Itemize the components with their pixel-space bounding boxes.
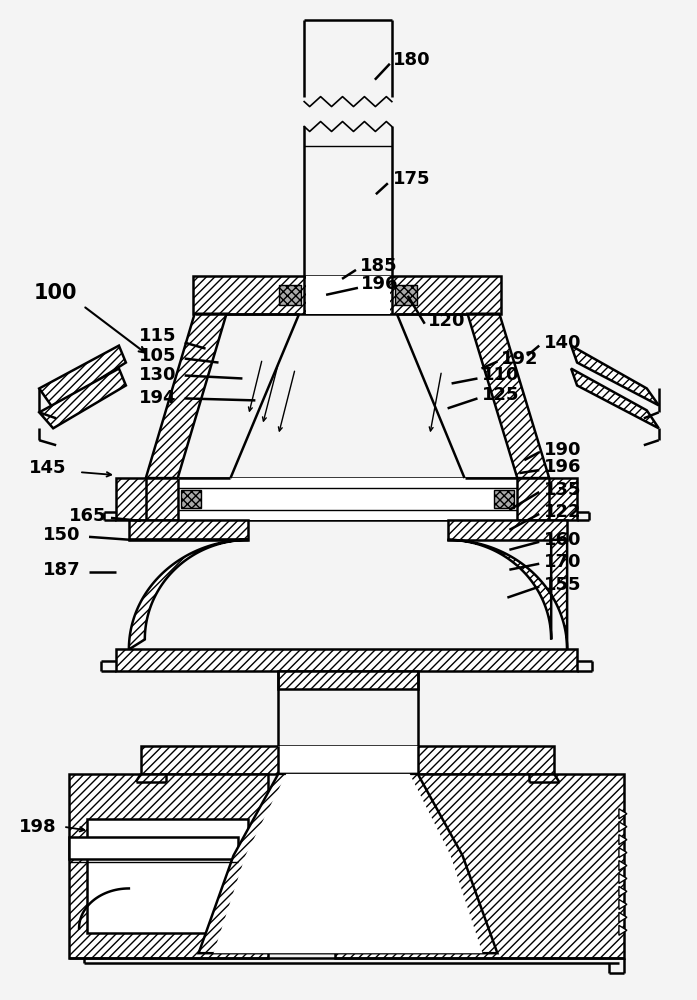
Polygon shape bbox=[129, 540, 248, 649]
Text: 165: 165 bbox=[69, 507, 107, 525]
Polygon shape bbox=[69, 774, 268, 958]
Polygon shape bbox=[619, 874, 627, 883]
Polygon shape bbox=[279, 285, 301, 305]
Polygon shape bbox=[335, 774, 624, 958]
Polygon shape bbox=[619, 822, 627, 832]
Polygon shape bbox=[69, 837, 238, 859]
Polygon shape bbox=[619, 809, 627, 819]
Text: 196: 196 bbox=[361, 275, 399, 293]
Polygon shape bbox=[278, 746, 418, 774]
Text: 122: 122 bbox=[544, 503, 582, 521]
Polygon shape bbox=[141, 746, 554, 774]
Text: 110: 110 bbox=[482, 366, 519, 384]
Polygon shape bbox=[619, 848, 627, 858]
Polygon shape bbox=[116, 649, 577, 671]
Text: 187: 187 bbox=[43, 561, 81, 579]
Text: 125: 125 bbox=[482, 386, 519, 404]
Polygon shape bbox=[192, 276, 501, 314]
Polygon shape bbox=[571, 346, 659, 405]
Polygon shape bbox=[199, 774, 498, 953]
Text: 115: 115 bbox=[139, 327, 176, 345]
Polygon shape bbox=[619, 835, 627, 845]
Polygon shape bbox=[494, 490, 514, 508]
Text: 120: 120 bbox=[428, 312, 465, 330]
Polygon shape bbox=[278, 671, 418, 689]
Text: 100: 100 bbox=[33, 283, 77, 303]
Polygon shape bbox=[395, 285, 417, 305]
Text: 194: 194 bbox=[139, 389, 176, 407]
Polygon shape bbox=[116, 478, 577, 520]
Text: 145: 145 bbox=[29, 459, 67, 477]
Text: 135: 135 bbox=[544, 481, 582, 499]
Polygon shape bbox=[619, 912, 627, 922]
Text: 140: 140 bbox=[544, 334, 582, 352]
Polygon shape bbox=[39, 369, 126, 428]
Polygon shape bbox=[213, 774, 482, 953]
Text: 198: 198 bbox=[20, 818, 57, 836]
Text: 192: 192 bbox=[501, 350, 539, 368]
Text: 185: 185 bbox=[360, 257, 397, 275]
Polygon shape bbox=[306, 276, 390, 314]
Polygon shape bbox=[619, 886, 627, 896]
Polygon shape bbox=[129, 520, 248, 540]
Text: 196: 196 bbox=[544, 458, 582, 476]
Polygon shape bbox=[619, 925, 627, 935]
Polygon shape bbox=[468, 314, 549, 478]
Text: 170: 170 bbox=[544, 553, 582, 571]
Text: 190: 190 bbox=[544, 441, 582, 459]
Polygon shape bbox=[87, 819, 248, 933]
Polygon shape bbox=[146, 314, 227, 478]
Polygon shape bbox=[619, 861, 627, 871]
Text: 105: 105 bbox=[139, 347, 176, 365]
Polygon shape bbox=[571, 369, 659, 428]
Polygon shape bbox=[447, 540, 567, 649]
Polygon shape bbox=[178, 478, 517, 520]
Polygon shape bbox=[447, 520, 567, 540]
Text: 155: 155 bbox=[544, 576, 582, 594]
Text: 180: 180 bbox=[393, 51, 431, 69]
Text: 160: 160 bbox=[544, 531, 582, 549]
Text: 175: 175 bbox=[393, 170, 430, 188]
Polygon shape bbox=[181, 490, 201, 508]
Text: 130: 130 bbox=[139, 366, 176, 384]
Text: 150: 150 bbox=[43, 526, 81, 544]
Polygon shape bbox=[39, 346, 126, 408]
Polygon shape bbox=[619, 899, 627, 909]
